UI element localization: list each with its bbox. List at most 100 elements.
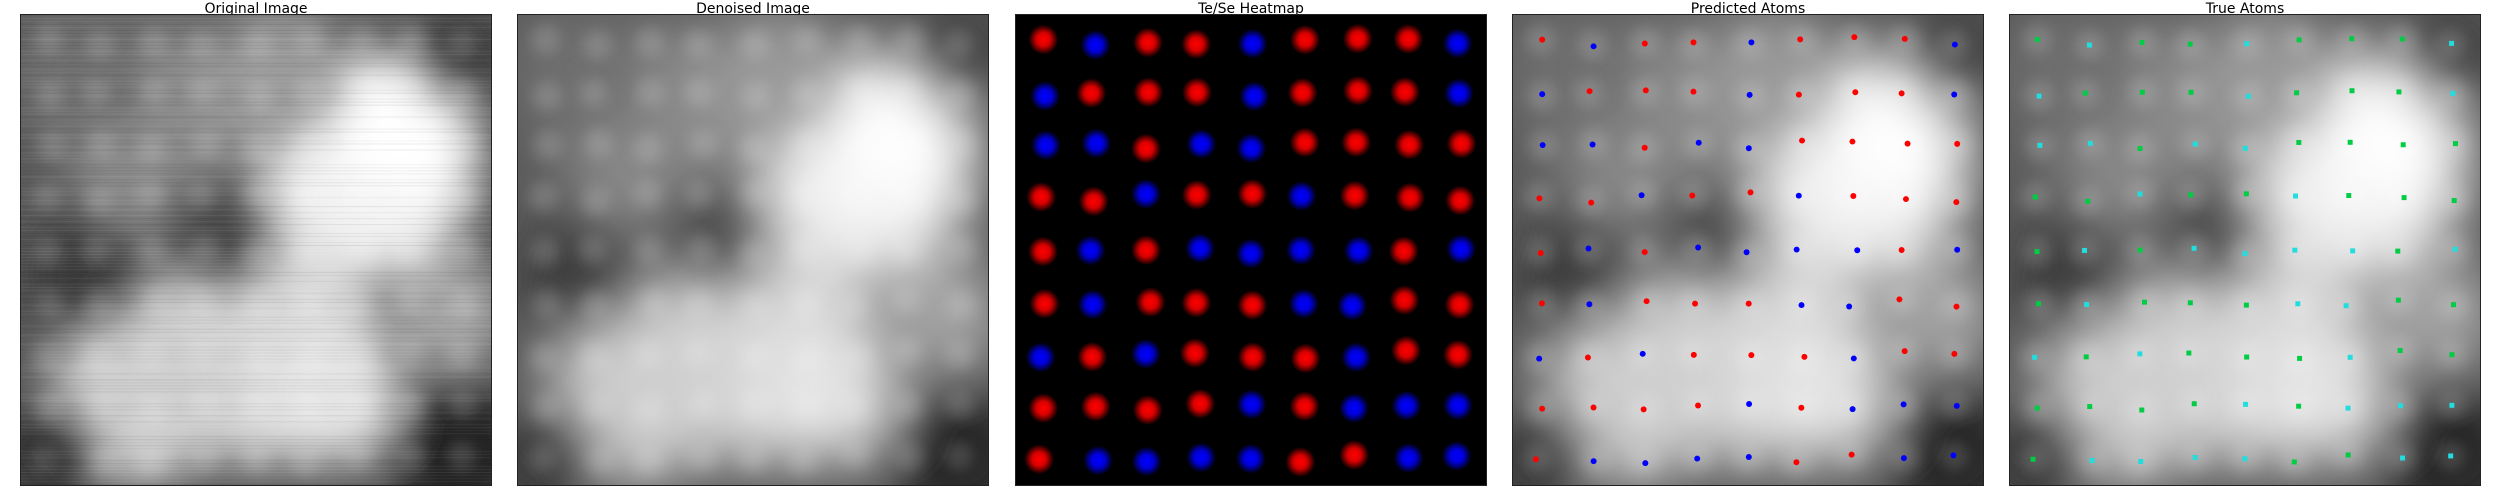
true-se-atom: [2448, 453, 2454, 459]
predicted-te-atom: [1954, 140, 1961, 147]
predicted-se-atom: [1850, 355, 1857, 362]
predicted-se-atom: [1590, 458, 1597, 465]
panel-title: Predicted Atoms: [1690, 1, 1806, 17]
predicted-te-atom: [1902, 196, 1909, 203]
se-heat-spot: [1030, 130, 1061, 161]
true-se-atom: [2137, 351, 2143, 357]
predicted-te-atom: [1690, 351, 1697, 358]
predicted-te-atom: [1641, 249, 1648, 256]
te-heat-spot: [1076, 78, 1107, 109]
predicted-se-atom: [1951, 91, 1958, 98]
predicted-se-atom: [1746, 91, 1753, 98]
true-te-atom: [2349, 88, 2355, 94]
true-te-atom: [2294, 90, 2300, 96]
true-te-atom: [2034, 405, 2040, 411]
predicted-se-atom: [1795, 192, 1802, 199]
te-heat-spot: [1237, 290, 1268, 321]
panel-true-atoms: True Atoms: [2009, 1, 2481, 486]
true-te-atom: [2034, 37, 2040, 43]
true-se-atom: [2295, 301, 2301, 307]
predicted-te-atom: [1539, 405, 1546, 412]
te-heat-spot: [1287, 77, 1318, 108]
predicted-te-atom: [1793, 459, 1800, 466]
true-se-atom: [2292, 247, 2298, 253]
true-te-atom: [2085, 198, 2091, 204]
true-se-atom: [2244, 41, 2250, 47]
predicted-te-atom: [1690, 88, 1697, 95]
se-heat-spot: [1130, 338, 1161, 369]
te-heat-spot: [1028, 24, 1059, 55]
te-heat-spot: [1390, 76, 1420, 107]
predicted-se-atom: [1793, 246, 1800, 253]
predicted-se-atom: [1695, 139, 1702, 146]
te-se-heatmap: [1015, 14, 1487, 486]
predicted-te-atom: [1695, 402, 1702, 409]
true-se-atom: [2084, 302, 2090, 308]
predicted-te-atom: [1896, 296, 1903, 303]
predicted-se-atom: [1745, 453, 1752, 460]
predicted-te-atom: [1798, 404, 1805, 411]
te-heat-spot: [1290, 343, 1321, 374]
se-heat-spot: [1343, 235, 1374, 266]
se-heat-spot: [1131, 446, 1162, 477]
se-heat-spot: [1075, 235, 1106, 266]
predicted-se-atom: [1586, 301, 1593, 308]
predicted-te-atom: [1641, 144, 1648, 151]
true-se-atom: [2245, 93, 2251, 99]
predicted-te-atom: [1795, 91, 1802, 98]
true-se-atom: [2242, 251, 2248, 257]
true-se-atom: [2086, 42, 2092, 48]
predicted-te-atom: [1690, 39, 1697, 46]
te-heat-spot: [1444, 289, 1475, 320]
se-heat-spot: [1025, 342, 1056, 373]
te-heat-spot: [1024, 444, 1055, 475]
predicted-te-atom: [1588, 199, 1595, 206]
atom-texture: [29, 23, 482, 477]
predicted-te-atom: [1584, 354, 1591, 361]
true-te-atom: [2296, 37, 2302, 43]
true-se-atom: [2398, 403, 2404, 409]
true-te-atom: [2137, 146, 2143, 152]
true-te-atom: [2396, 89, 2402, 95]
te-heat-spot: [1131, 235, 1162, 266]
panel-denoised-image: Denoised Image: [517, 1, 989, 486]
true-te-atom: [2400, 142, 2406, 148]
se-heat-spot: [1286, 181, 1317, 211]
te-heat-spot: [1339, 440, 1370, 470]
predicted-se-atom: [1854, 247, 1861, 254]
predicted-se-atom: [1585, 245, 1592, 252]
panel-te-se-heatmap: Te/Se Heatmap: [1015, 1, 1487, 486]
se-heat-spot: [1393, 443, 1424, 473]
te-heat-spot: [1185, 388, 1216, 419]
predicted-te-atom: [1898, 90, 1905, 97]
predicted-se-atom: [1900, 401, 1907, 408]
predicted-se-atom: [1589, 141, 1596, 148]
predicted-te-atom: [1849, 138, 1856, 145]
true-se-atom: [2350, 248, 2356, 254]
predicted-markers: [1532, 34, 1961, 467]
panel-title: Denoised Image: [696, 1, 810, 17]
true-te-atom: [2188, 192, 2194, 198]
true-te-atom: [2347, 139, 2353, 145]
te-heat-spot: [1289, 391, 1320, 422]
predicted-se-atom: [1695, 244, 1702, 251]
predicted-te-atom: [1797, 36, 1804, 43]
true-te-atom: [2291, 459, 2297, 465]
true-te-atom: [2034, 249, 2040, 255]
te-heat-spot: [1181, 287, 1212, 318]
predicted-te-atom: [1901, 35, 1908, 42]
predicted-te-atom: [1539, 36, 1546, 43]
se-heat-spot: [1285, 235, 1316, 266]
se-heat-spot: [1239, 81, 1270, 112]
true-se-atom: [2089, 457, 2095, 463]
denoised-image: [517, 14, 989, 486]
te-heat-spot: [1077, 341, 1108, 372]
te-heat-spot: [1285, 447, 1316, 477]
true-se-atom: [2087, 140, 2093, 146]
true-se-atom: [2242, 456, 2248, 462]
predicted-te-atom: [1745, 300, 1752, 307]
predicted-se-atom: [1846, 303, 1853, 310]
predicted-te-atom: [1901, 348, 1908, 355]
predicted-se-atom: [1590, 43, 1597, 50]
true-te-atom: [2188, 89, 2194, 95]
